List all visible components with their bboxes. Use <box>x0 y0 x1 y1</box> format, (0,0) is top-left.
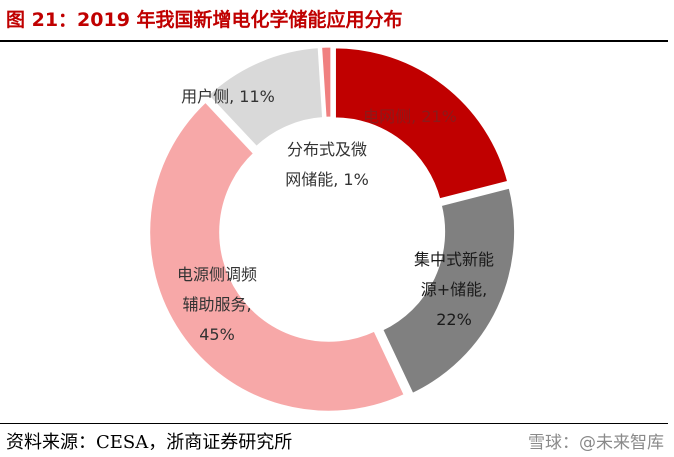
slice-label-3: 电源侧调频辅助服务, 45% <box>177 265 257 344</box>
source-rule <box>0 423 668 424</box>
pie-slice-1 <box>332 45 511 202</box>
label-group: 电网侧, 21% 集中式新能源+储能, 22% 电源侧调频辅助服务, 45% 用户侧, 1… <box>177 87 494 344</box>
figure-title: 图 21：2019 年我国新增电化学储能应用分布 <box>6 9 403 31</box>
donut-chart: 电网侧, 21% 集中式新能源+储能, 22% 电源侧调频辅助服务, 45% 用户侧, 1… <box>147 44 518 414</box>
slice-label-5: 分布式及微网储能, 1% <box>285 140 369 189</box>
watermark: 雪球：@未来智库 <box>528 433 664 453</box>
source-note: 资料来源：CESA，浙商证券研究所 <box>6 432 293 453</box>
slice-label-2: 集中式新能源+储能, 22% <box>414 250 494 329</box>
slice-label-1: 电网侧, 21% <box>363 107 457 126</box>
slice-label-4: 用户侧, 11% <box>181 87 275 106</box>
pie-slice-2 <box>379 185 518 397</box>
title-rule <box>0 40 668 42</box>
slice-group <box>147 44 518 414</box>
pie-slice-3 <box>147 98 408 414</box>
pie-slice-4 <box>205 45 326 150</box>
pie-slice-5 <box>318 44 334 120</box>
